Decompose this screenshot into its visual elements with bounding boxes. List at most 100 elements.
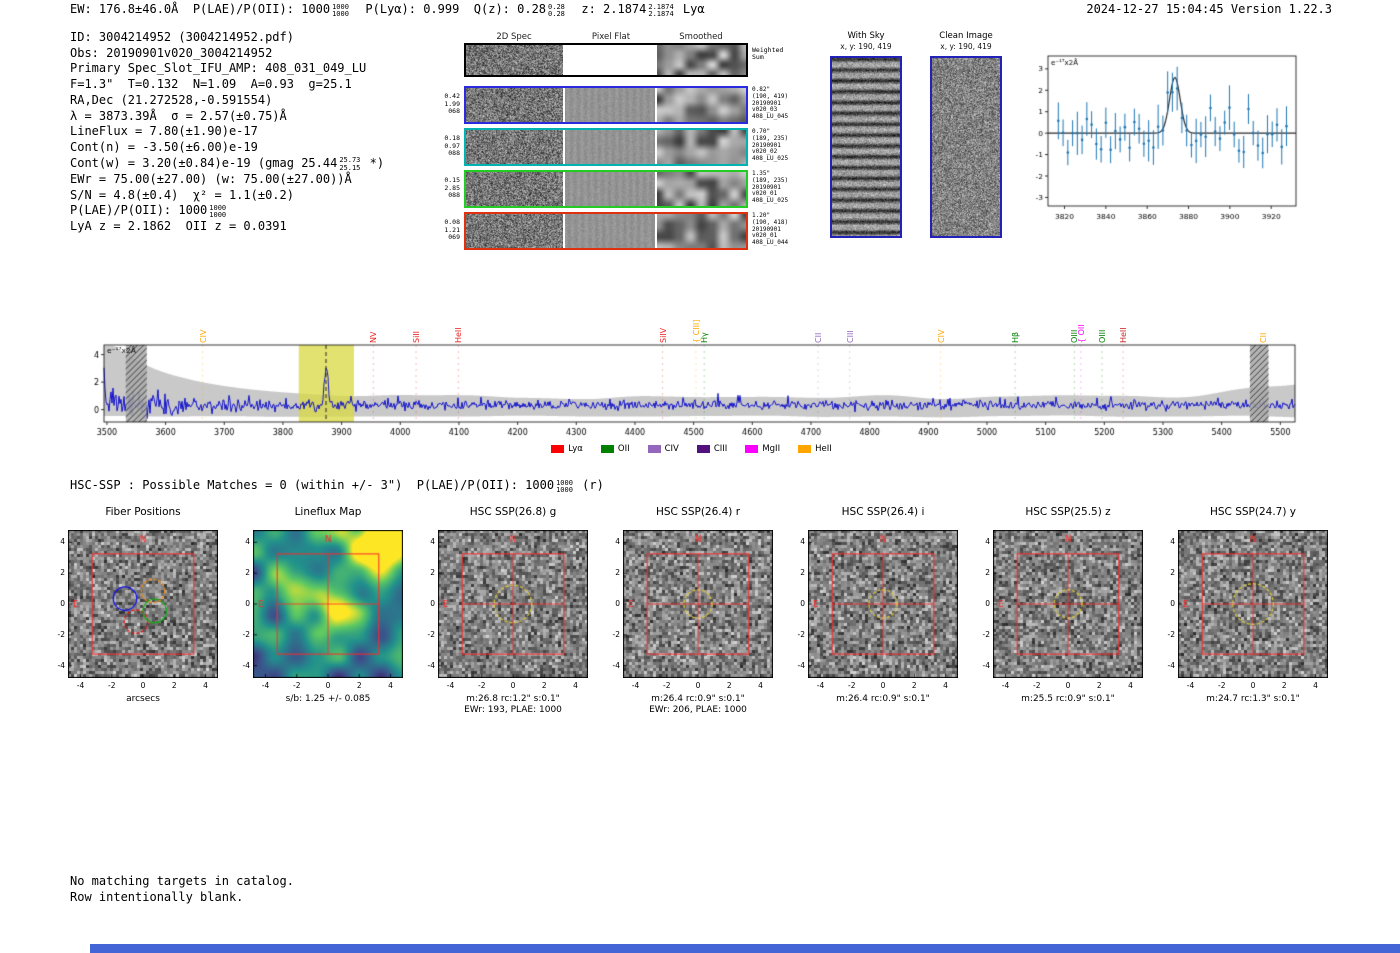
info-line: LyA z = 2.1862 OII z = 0.0391 [70,219,384,235]
info-line: ID: 3004214952 (3004214952.pdf) [70,30,384,46]
sky-panel-title: With Sky [847,31,885,41]
emission-line-label: CII [1259,332,1269,343]
spec2d-row-right-labels: 0.70" (189, 235) 20190901 v020_02 408_LU_025 [752,128,788,163]
right-label-line: 20190901 [752,183,781,191]
cutout-ytick: 4 [60,537,65,547]
right-label-line: 408_LU_025 [752,197,789,205]
cutout-xtick: 4 [943,681,948,690]
text-segment: LyA z = 2.1862 OII z = 0.0391 [70,219,287,234]
info-line: LineFlux = 7.80(±1.90)e-17 [70,124,384,140]
spec2d-row-right-labels: 1.35" (189, 235) 20190901 v020_01 408_LU_025 [752,170,789,205]
spec2d-column-header: 2D Spec [496,32,532,42]
strip-smoothed [657,88,746,122]
cutout-caption: m:26.4 rc:0.9" s:0.1" [836,694,930,704]
cutout-xtick: -4 [1186,681,1195,690]
cutout-xtick: -2 [1033,681,1041,690]
cutout-ytick: -2 [427,629,435,639]
spec2d-row-left-labels: 0.18 0.97 088 [428,134,460,158]
legend-swatch [745,445,759,453]
cutout-ytick: 4 [615,537,620,547]
emission-line-label: NV [369,331,379,343]
sky-panel-subtitle: x, y: 190, 419 [940,42,992,51]
cutout-ytick: 0 [1170,599,1175,608]
stack-top: 0.28 [548,2,565,11]
cutout-xtick: -2 [478,681,486,690]
cutout-xtick: -4 [816,681,825,690]
stack-top: 25.73 [339,156,361,165]
stack-bottom: 25.15 [339,163,361,172]
cutout-xtick: -4 [261,681,270,690]
stack-bottom: 1000 [556,486,573,494]
sky-panel-title: Clean Image [939,31,993,41]
stack-bottom: 1000 [332,10,349,18]
weighted-row-right-label: Weighted Sum [752,47,783,61]
cutout-caption: m:26.4 rc:0.9" s:0.1" [651,694,745,704]
cutout-title: HSC SSP(25.5) z [1025,506,1111,518]
text-segment: Lyα [675,2,705,16]
left-label-line: 2.85 [444,183,460,192]
right-label-line: 20190901 [752,225,781,233]
cutout-xtick: -2 [663,681,671,690]
cutout-xtick: 2 [1281,681,1287,690]
cutout-image-5 [808,530,958,678]
cutout-xtick: -2 [293,681,301,690]
cutout-ytick: 2 [60,568,65,578]
legend-swatch [600,445,614,453]
left-label-line: 088 [448,149,460,157]
emission-line-label: CIII [845,330,855,343]
cutout-xtick: 0 [140,681,146,690]
legend-label: OII [617,444,630,454]
stacked-fraction: 1000 1000 [209,204,226,219]
spec2d-row [464,128,748,166]
cutout-image-6 [993,530,1143,678]
strip-2dspec [466,214,563,248]
hsc-match-summary: HSC-SSP : Possible Matches = 0 (within +… [70,478,604,494]
text-segment: Obs: 20190901v020_3004214952 [70,45,273,60]
right-label-line: v020_02 [752,148,778,156]
text-segment: z: 2.1874 [566,2,647,16]
cutout-caption: arcsecs [126,694,160,704]
cutout-caption: m:24.7 rc:1.3" s:0.1" [1206,694,1300,704]
cutout-xtick: -2 [848,681,856,690]
spec2d-row [464,212,748,250]
emission-line-label: HeII [1119,327,1129,343]
cutout-ytick: 0 [430,599,435,608]
stacked-fraction: 0.28 0.28 [548,2,565,18]
text-segment: RA,Dec (21.272528,-0.591554) [70,92,273,107]
emission-line-label: CIV [936,329,946,343]
cutout-caption: EWr: 206, PLAE: 1000 [649,705,747,715]
cutout-xtick: 0 [1250,681,1256,690]
left-label-line: 0.15 [444,176,460,184]
sky-panel-image [932,58,1000,236]
text-segment: ID: 3004214952 (3004214952.pdf) [70,30,294,44]
cutout-xtick: 4 [388,681,393,690]
info-line: EWr = 75.00(±27.00) (w: 75.00(±27.00))Å [70,172,384,188]
text-segment: EW: 176.8±46.0Å P(LAE)/P(OII): 1000 [70,2,331,16]
cutout-ytick: 2 [430,568,435,578]
right-label-line: (190, 418) [752,218,789,226]
cutout-ytick: -2 [982,629,990,639]
legend-label: CIII [713,444,728,454]
cutout-xtick: -2 [108,681,116,690]
strip-pixelflat [565,214,655,248]
text-segment: HSC-SSP : Possible Matches = 0 (within +… [70,478,555,492]
cutout-xtick: -4 [446,681,455,690]
cutout-ytick: 2 [615,568,620,578]
cutout-ytick: 0 [615,599,620,608]
cutout-caption: s/b: 1.25 +/- 0.085 [285,694,371,704]
spec2d-column-header: Smoothed [679,32,723,42]
cutout-image-3 [438,530,588,678]
cutout-image-4 [623,530,773,678]
cutout-xtick: 4 [1128,681,1133,690]
right-label-line: 408_LU_044 [752,239,789,247]
cutout-ytick: -2 [242,629,250,639]
cutout-ytick: 2 [800,568,805,578]
info-line: P(LAE)/P(OII): 1000 1000 1000 [70,203,384,219]
legend-label: HeII [815,444,832,454]
text-segment: LineFlux = 7.80(±1.90)e-17 [70,124,258,139]
weighted-sum-row [464,43,748,77]
emission-line-label: HeII [454,327,464,343]
left-label-line: 1.21 [444,225,460,234]
cutout-caption: m:26.8 rc:1.2" s:0.1" [466,694,560,704]
